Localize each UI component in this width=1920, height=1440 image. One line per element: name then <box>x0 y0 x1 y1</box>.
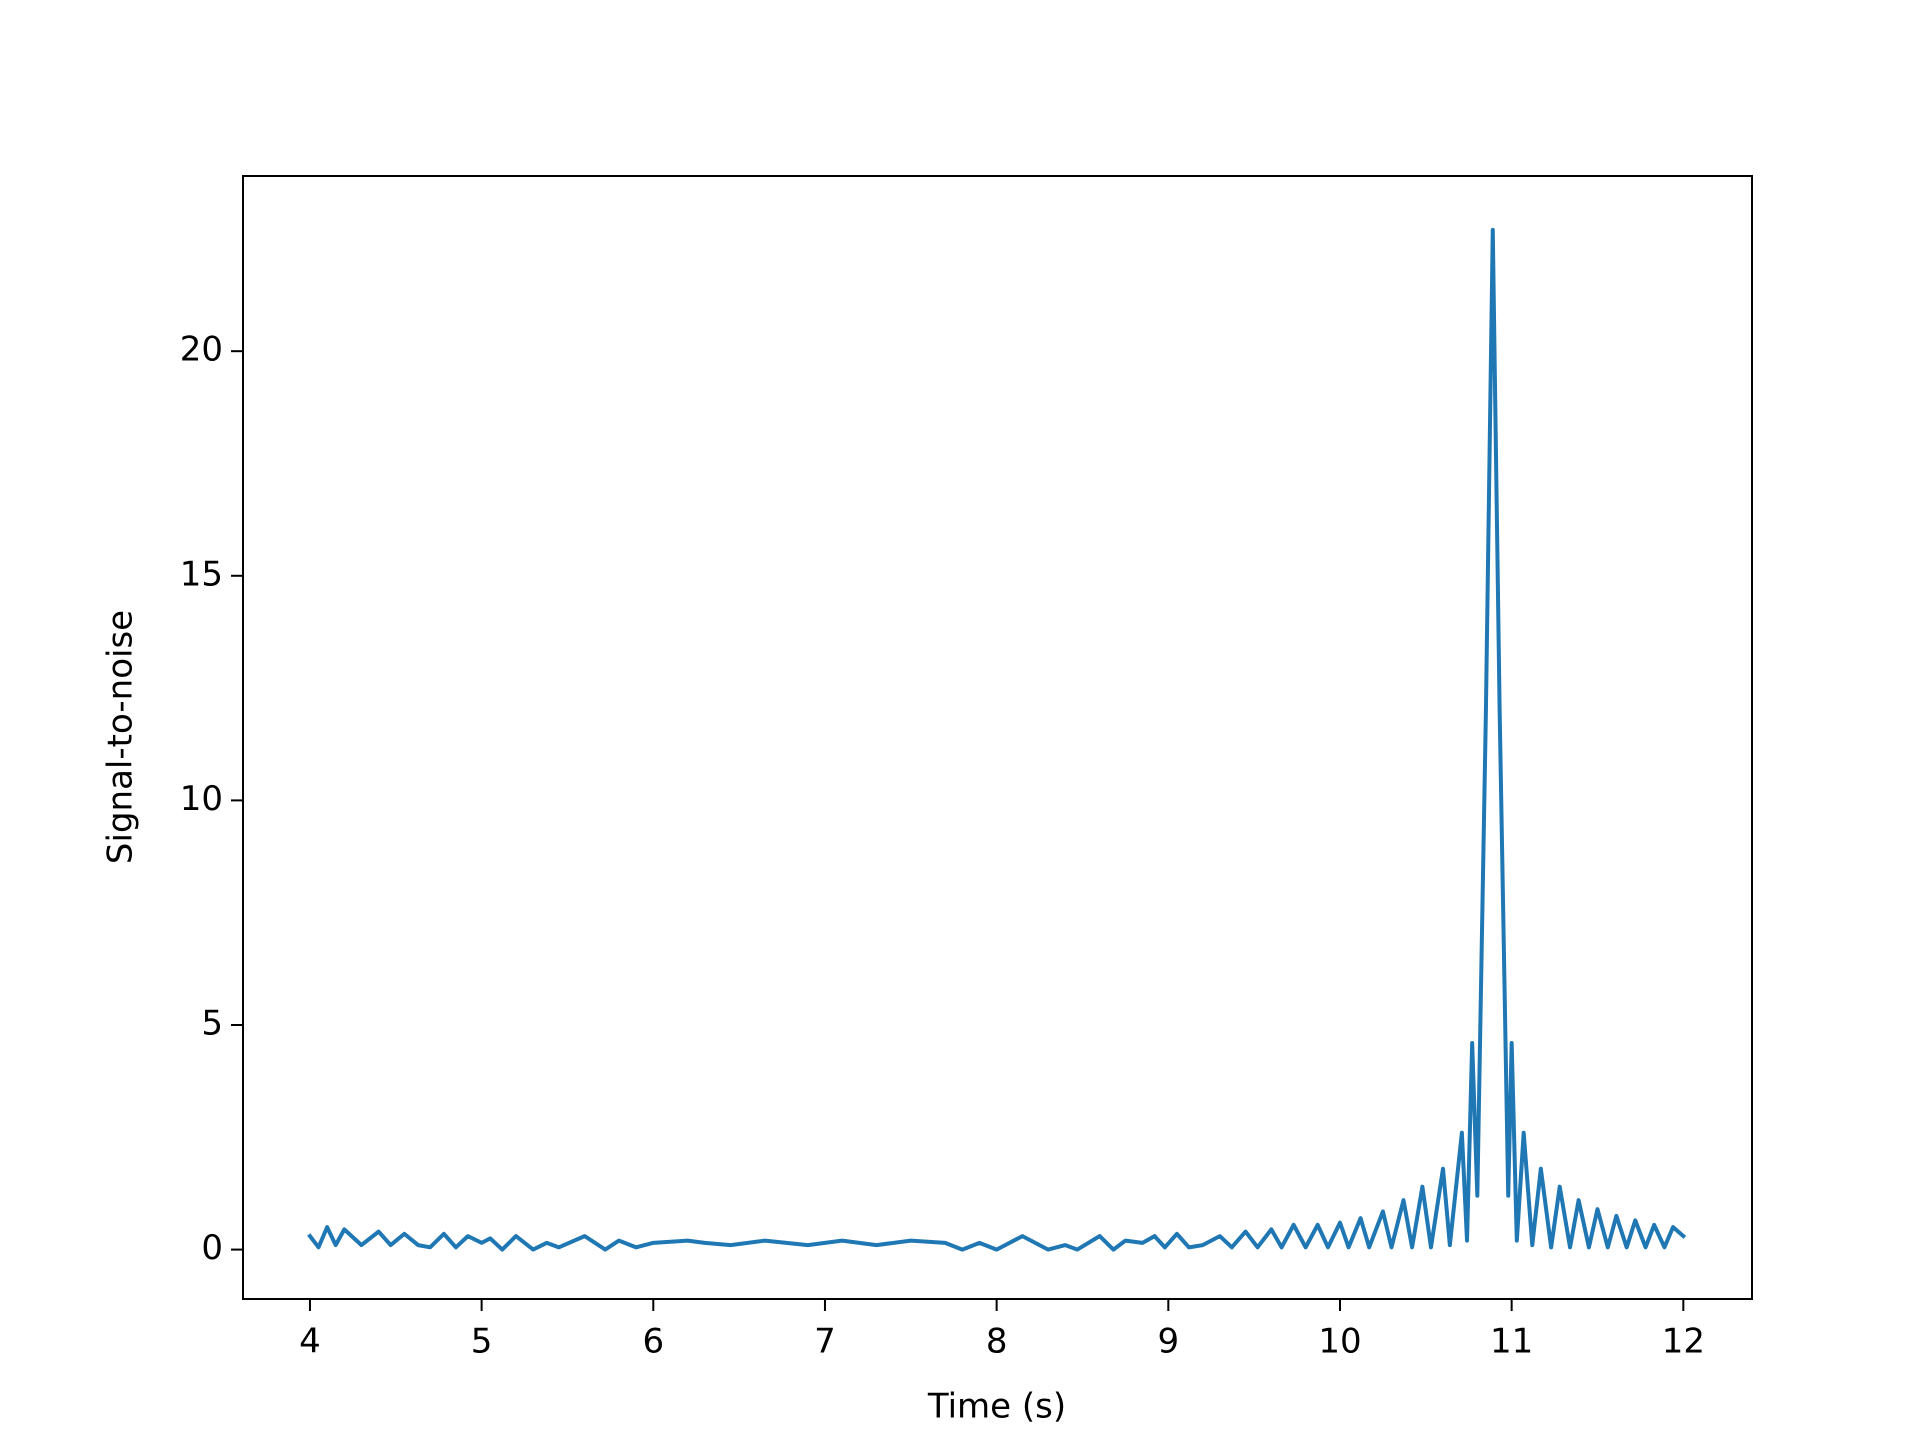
x-tick-label: 6 <box>642 1322 664 1362</box>
y-tick-label: 20 <box>180 330 223 370</box>
x-tick-label: 9 <box>1157 1322 1179 1362</box>
y-tick-label: 5 <box>201 1003 223 1043</box>
y-tick-label: 10 <box>180 779 223 819</box>
x-axis-label: Time (s) <box>927 1387 1066 1427</box>
x-tick-label: 11 <box>1490 1322 1533 1362</box>
x-tick-label: 10 <box>1318 1322 1361 1362</box>
x-tick-label: 4 <box>299 1322 321 1362</box>
plot-frame <box>242 175 1753 1300</box>
x-tick-label: 5 <box>471 1322 493 1362</box>
x-tick-label: 12 <box>1662 1322 1705 1362</box>
y-tick-label: 15 <box>180 554 223 594</box>
x-tick-label: 8 <box>986 1322 1008 1362</box>
x-tick-label: 7 <box>814 1322 836 1362</box>
y-axis-label: Signal-to-noise <box>101 610 141 864</box>
line <box>307 227 1687 1252</box>
y-tick-label: 0 <box>201 1228 223 1268</box>
